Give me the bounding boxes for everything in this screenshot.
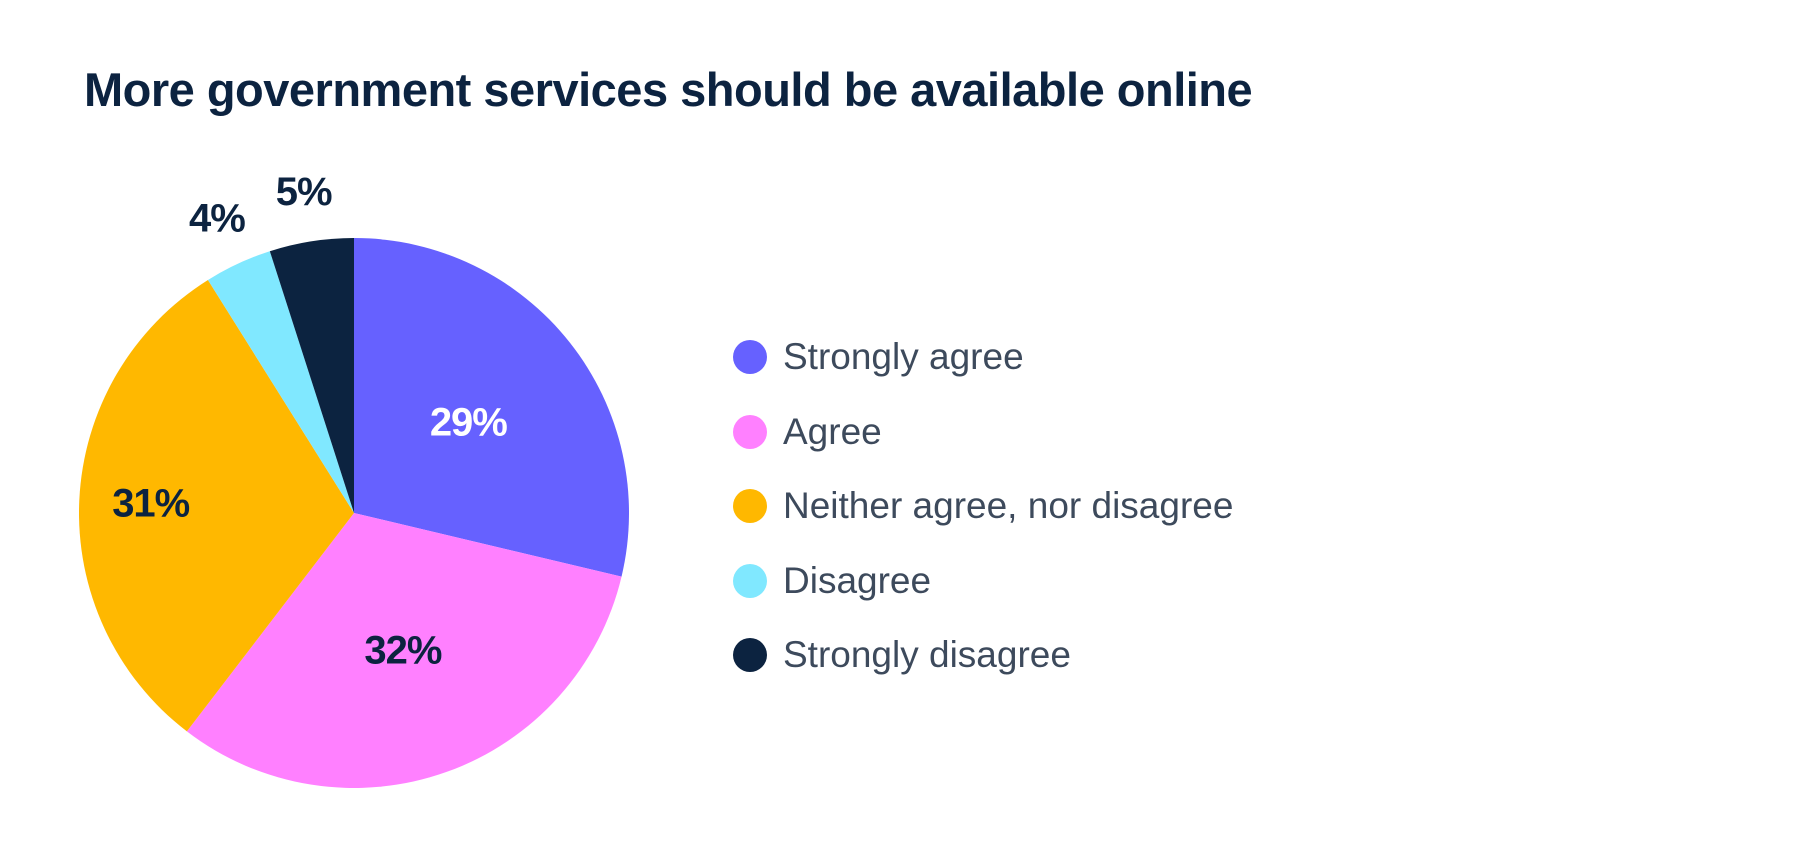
legend-item-strongly-agree: Strongly agree <box>733 335 1233 379</box>
pie-label-strongly-agree: 29% <box>430 401 507 445</box>
pie-label-strongly-disagree: 5% <box>276 170 332 214</box>
legend-swatch <box>733 638 767 672</box>
legend-item-agree: Agree <box>733 410 1233 454</box>
pie-label-agree: 32% <box>364 628 441 672</box>
legend-item-disagree: Disagree <box>733 559 1233 603</box>
legend-swatch <box>733 563 767 598</box>
legend-swatch <box>733 340 767 374</box>
legend-swatch <box>733 414 767 449</box>
pie-label-disagree: 4% <box>189 196 245 240</box>
legend-label: Agree <box>783 410 882 452</box>
legend-label: Neither agree, nor disagree <box>783 485 1234 526</box>
pie-slice-agree <box>186 513 622 789</box>
pie-slices <box>78 238 629 789</box>
legend-label: Strongly disagree <box>783 634 1071 675</box>
pie-slice-strongly-agree <box>354 238 629 577</box>
legend: Strongly agree Agree Neither agree, nor di… <box>733 335 1233 708</box>
pie-slice-strongly-disagree <box>269 238 354 513</box>
legend-item-strongly-disagree: Strongly disagree <box>733 633 1233 677</box>
legend-label: Disagree <box>783 559 932 601</box>
pie-slice-neither-agree-nor-disagree <box>78 279 354 732</box>
legend-swatch <box>733 489 767 523</box>
chart-title: More government services should be avail… <box>84 63 1253 116</box>
pie-label-neither-agree-nor-disagree: 31% <box>112 482 189 526</box>
pie-slice-disagree <box>207 251 354 513</box>
legend-label: Strongly agree <box>783 336 1024 377</box>
pie-slice-labels: 29% 32% 31% 4% 5% <box>112 170 508 672</box>
legend-item-neither-agree-nor-disagree: Neither agree, nor disagree <box>733 484 1233 528</box>
